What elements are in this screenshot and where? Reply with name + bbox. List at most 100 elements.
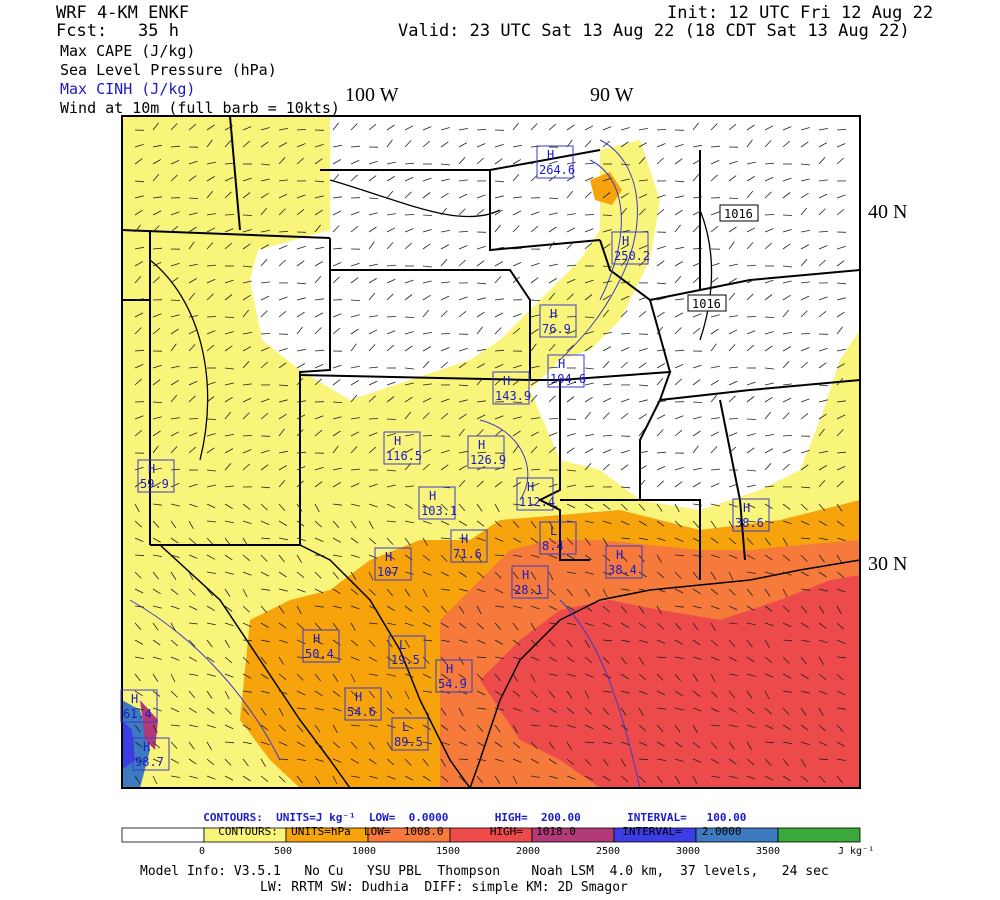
cape-1500-2000-region (480, 575, 860, 788)
model-title: WRF 4-KM ENKF (56, 3, 190, 23)
hl-marker-value: 98.7 (135, 755, 164, 769)
hl-marker-value: 250.2 (614, 249, 650, 263)
hl-marker-type: H (446, 662, 453, 676)
hl-marker-value: 28.1 (514, 583, 543, 597)
hl-marker-type: H (616, 548, 623, 562)
contour-interval: INTERVAL= 100.00 (627, 811, 747, 824)
contour-info-cape: CONTOURS: UNITS=J kg⁻¹ LOW= 0.0000 HIGH=… (190, 798, 746, 824)
hl-marker: H54.9 (435, 659, 473, 693)
hl-marker: H50.4 (302, 629, 340, 663)
colorbar-label-2500: 2500 (596, 846, 621, 857)
hl-marker-value: 71.6 (453, 547, 482, 561)
forecast-hour: 35 h (138, 21, 179, 41)
lon-label-100w: 100 W (345, 84, 399, 106)
hl-marker-value: 264.6 (539, 163, 575, 177)
hl-marker-type: H (148, 462, 155, 476)
model-info: Model Info: V3.5.1 No Cu YSU PBL Thompso… (140, 864, 829, 879)
hl-marker-type: H (143, 740, 150, 754)
hl-marker: H54.6 (344, 687, 382, 721)
colorbar (121, 827, 861, 843)
coastline (159, 544, 861, 789)
hl-marker-type: H (522, 568, 529, 582)
hl-marker-value: 19.5 (391, 653, 420, 667)
hl-marker-type: H (313, 632, 320, 646)
colorbar-label-500: 500 (274, 846, 293, 857)
hl-marker-value: 76.9 (542, 322, 571, 336)
hl-marker: H71.6 (450, 529, 488, 563)
hl-marker: H59.9 (137, 459, 175, 493)
hl-marker: H38.6 (732, 498, 770, 532)
pressure-label: 1016 (687, 294, 727, 312)
hl-marker-value: 89.5 (394, 735, 423, 749)
hl-marker-value: 61.4 (123, 707, 152, 721)
colorbar-swatch (121, 827, 205, 843)
hl-marker-value: 38.4 (608, 563, 637, 577)
hl-marker-type: H (622, 234, 629, 248)
pressure-label: 1016 (719, 204, 759, 222)
hl-marker-type: H (461, 532, 468, 546)
hl-marker-type: H (429, 489, 436, 503)
contour-units: UNITS=hPa (291, 825, 351, 838)
hl-marker-value: 54.6 (347, 705, 376, 719)
hl-marker-type: L (550, 524, 557, 538)
hl-marker-value: 112.4 (519, 495, 555, 509)
hl-marker: H61.4 (120, 689, 158, 723)
colorbar-swatch (777, 827, 861, 843)
cape-patch-north (590, 172, 622, 205)
valid-time: Valid: 23 UTC Sat 13 Aug 22 (18 CDT Sat … (398, 21, 910, 41)
hl-marker-value: 103.1 (421, 504, 457, 518)
field-cinh: Max CINH (J/kg) (60, 80, 196, 98)
contour-label: CONTOURS: (203, 811, 263, 824)
hl-marker-value: 107 (377, 565, 399, 579)
colorbar-label-1000: 1000 (352, 846, 377, 857)
state-borders (121, 115, 861, 580)
hl-marker-type: H (550, 307, 557, 321)
hl-marker-type: H (527, 480, 534, 494)
hl-marker-type: H (743, 501, 750, 515)
hl-marker: L8.4 (539, 521, 577, 555)
hl-marker-value: 126.9 (470, 453, 506, 467)
hl-marker-type: H (385, 550, 392, 564)
field-slp: Sea Level Pressure (hPa) (60, 61, 277, 79)
hl-markers: H264.6H250.2H76.9H104.6H143.9H116.5H126.… (120, 145, 770, 771)
hl-marker-value: 116.5 (386, 449, 422, 463)
hl-marker-value: 143.9 (495, 389, 531, 403)
forecast-label: Fcst: (56, 21, 108, 41)
init-time: Init: 12 UTC Fri 12 Aug 22 (667, 3, 934, 23)
hl-marker: L19.5 (388, 635, 426, 669)
contour-low: LOW= 0.0000 (368, 811, 449, 824)
hl-marker-value: 50.4 (305, 647, 334, 661)
contour-units: UNITS=J kg⁻¹ (276, 811, 356, 824)
model-physics: LW: RRTM SW: Dudhia DIFF: simple KM: 2D … (260, 880, 628, 895)
hl-marker-value: 54.9 (438, 677, 467, 691)
hl-marker-type: H (394, 434, 401, 448)
hl-marker-type: H (478, 438, 485, 452)
hl-marker: L89.5 (391, 717, 429, 751)
svg-text:1016: 1016 (692, 297, 721, 311)
lon-label-90w: 90 W (590, 84, 634, 106)
cape-peak-cell-sw (122, 720, 135, 770)
hl-marker-type: L (402, 720, 409, 734)
field-wind: Wind at 10m (full barb = 10kts) (60, 99, 340, 117)
svg-text:1016: 1016 (724, 207, 753, 221)
hl-marker-value: 104.6 (550, 372, 586, 386)
colorbar-label-1500: 1500 (436, 846, 461, 857)
hl-marker: H28.1 (511, 565, 549, 599)
contour-label: CONTOURS: (218, 825, 278, 838)
colorbar-label-3000: 3000 (676, 846, 701, 857)
hl-marker-type: H (558, 357, 565, 371)
contour-high: HIGH= 1018.0 (489, 825, 576, 838)
colorbar-unit: J kg⁻¹ (838, 846, 875, 857)
hl-marker: H76.9 (539, 304, 577, 338)
hl-marker-type: H (131, 692, 138, 706)
hl-marker-type: H (547, 148, 554, 162)
hl-marker-value: 38.6 (735, 516, 764, 530)
field-cape: Max CAPE (J/kg) (60, 42, 196, 60)
